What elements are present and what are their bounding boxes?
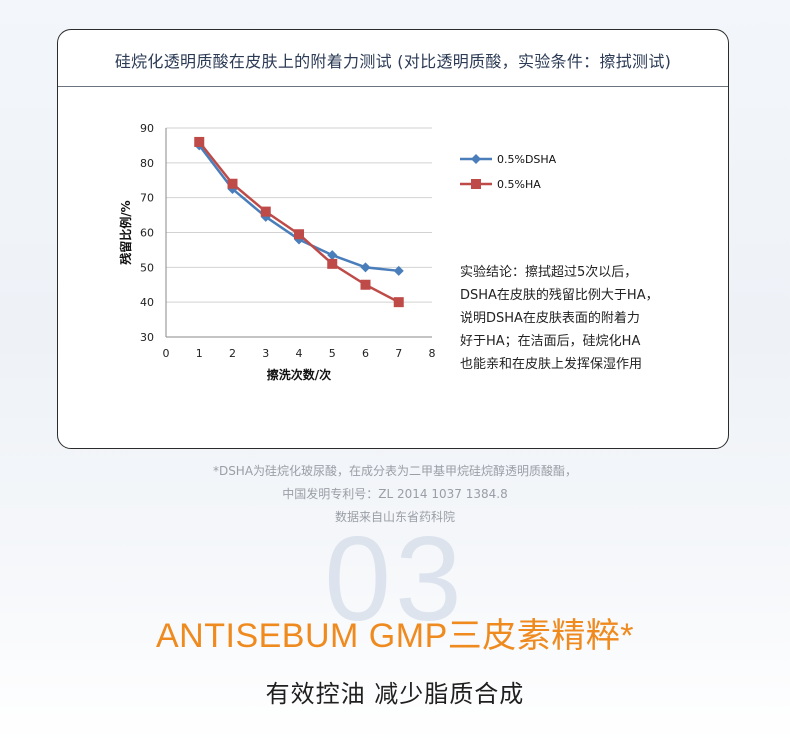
x-tick-label: 4 — [296, 347, 303, 360]
y-axis-title: 残留比例/% — [118, 200, 133, 264]
conclusion-line: DSHA在皮肤的残留比例大于HA， — [460, 288, 659, 303]
data-point-square — [360, 279, 371, 290]
footnote-line: 中国发明专利号：ZL 2014 1037 1384.8 — [282, 487, 508, 501]
x-axis-title: 擦洗次数/次 — [267, 367, 331, 382]
data-point-diamond — [360, 262, 371, 273]
y-tick-label: 80 — [140, 157, 154, 170]
chart-card-title: 硅烷化透明质酸在皮肤上的附着力测试 (对比透明质酸，实验条件：擦拭测试) — [114, 52, 672, 71]
y-tick-label: 50 — [140, 261, 154, 274]
section-subheadline: 有效控油 减少脂质合成 — [265, 680, 525, 708]
data-point-square — [227, 178, 238, 189]
data-point-square — [294, 229, 304, 240]
y-tick-label: 30 — [140, 331, 154, 344]
conclusion-line: 说明DSHA在皮肤表面的附着力 — [460, 311, 640, 326]
data-point-diamond — [471, 154, 481, 164]
x-tick-label: 6 — [362, 347, 369, 360]
legend-label: 0.5%HA — [497, 178, 541, 191]
conclusion-line: 好于HA；在洁面后，硅烷化HA — [460, 334, 641, 349]
conclusion-line: 也能亲和在皮肤上发挥保湿作用 — [460, 357, 643, 372]
x-tick-label: 1 — [196, 347, 203, 360]
title-divider — [58, 86, 728, 87]
y-tick-label: 70 — [140, 192, 154, 205]
data-point-square — [471, 179, 481, 189]
footnote-line: *DSHA为硅烷化玻尿酸，在成分表为二甲基甲烷硅烷醇透明质酸酯， — [212, 464, 578, 478]
data-point-square — [260, 206, 271, 217]
x-tick-label: 8 — [429, 347, 436, 360]
x-tick-label: 2 — [229, 347, 236, 360]
data-point-square — [327, 258, 338, 269]
legend-label: 0.5%DSHA — [497, 153, 557, 166]
x-tick-label: 7 — [395, 347, 402, 360]
series-line — [198, 141, 400, 304]
x-tick-label: 0 — [163, 347, 170, 360]
chart-card: 硅烷化透明质酸在皮肤上的附着力测试 (对比透明质酸，实验条件：擦拭测试) 30 4… — [57, 29, 729, 449]
data-point-diamond — [393, 265, 404, 276]
x-tick-label: 5 — [329, 347, 336, 360]
y-tick-label: 60 — [140, 227, 154, 240]
footnote-line: 数据来自山东省药科院 — [334, 510, 455, 524]
y-tick-label: 40 — [140, 296, 154, 309]
line-chart: 30 40 50 60 70 80 90 0 1 2 3 4 5 6 7 8 擦洗次数/次 残留比例/% 0.5%D… — [118, 122, 557, 382]
conclusion-line: 实验结论：擦拭超过5次以后， — [460, 265, 638, 280]
x-tick-label: 3 — [262, 347, 269, 360]
data-point-square — [393, 297, 404, 308]
data-point-diamond — [327, 250, 338, 261]
section-headline: ANTISEBUM GMP三皮素精粹* — [156, 617, 634, 655]
y-tick-label: 90 — [140, 122, 154, 135]
section-number-watermark: 03 — [324, 512, 466, 646]
data-point-square — [194, 136, 205, 147]
series-line — [198, 144, 399, 273]
experiment-conclusion: 实验结论：擦拭超过5次以后， DSHA在皮肤的残留比例大于HA， 说明DSHA在… — [460, 261, 690, 376]
footnote: *DSHA为硅烷化玻尿酸，在成分表为二甲基甲烷硅烷醇透明质酸酯， 中国发明专利号… — [0, 460, 790, 529]
